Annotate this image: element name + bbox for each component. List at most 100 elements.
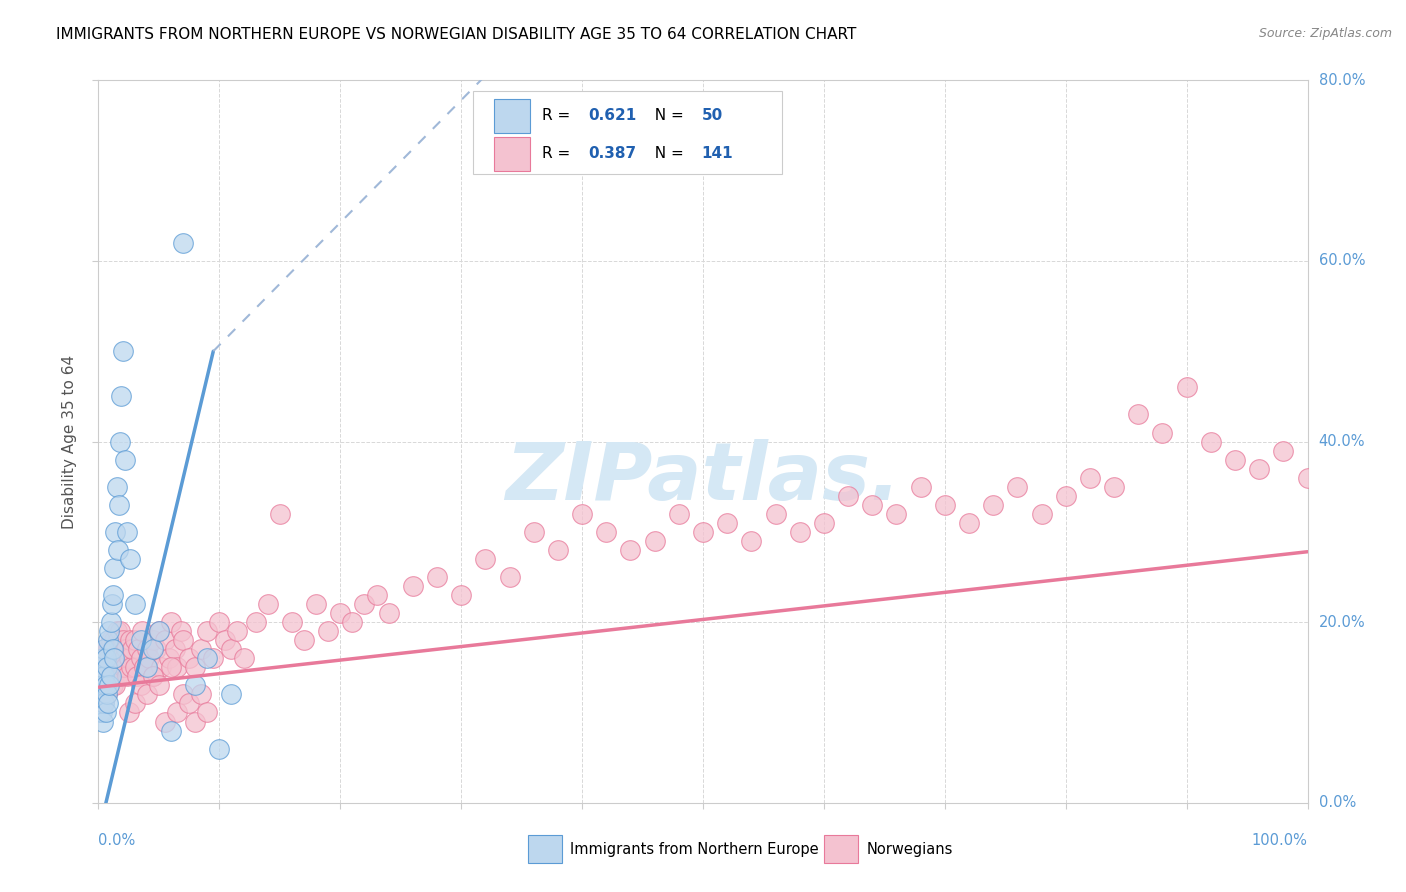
Point [91, 651, 114, 665]
Point [184, 660, 207, 674]
Point [124, 633, 146, 648]
Point [93, 642, 115, 657]
Point [190, 687, 212, 701]
Point [142, 669, 165, 683]
Point [110, 669, 132, 683]
Point [124, 697, 146, 711]
Point [103, 651, 125, 665]
Point [957, 516, 980, 530]
Point [91, 651, 114, 665]
Point [571, 507, 593, 521]
Point [97, 633, 120, 648]
Point [111, 633, 134, 648]
Point [163, 642, 186, 657]
Point [153, 714, 176, 729]
Point [910, 480, 932, 494]
Point [1128, 408, 1150, 422]
Point [179, 651, 201, 665]
Point [118, 706, 141, 720]
Text: 0.387: 0.387 [588, 146, 637, 161]
Point [190, 642, 212, 657]
Point [1296, 471, 1319, 485]
Point [160, 615, 183, 630]
Point [1199, 434, 1222, 449]
Point [111, 344, 134, 359]
Point [129, 678, 152, 692]
Point [96, 687, 118, 701]
Point [89, 678, 111, 692]
Point [97, 669, 120, 683]
Point [1175, 380, 1198, 394]
Point [474, 552, 496, 566]
Point [107, 542, 129, 557]
Point [90, 669, 112, 683]
Point [100, 660, 122, 674]
Point [1031, 507, 1053, 521]
Point [98, 678, 121, 692]
Text: 60.0%: 60.0% [1319, 253, 1365, 268]
Point [91, 714, 114, 729]
Text: N =: N = [645, 109, 689, 123]
Point [114, 452, 136, 467]
Point [117, 524, 139, 539]
Point [93, 678, 115, 692]
Point [160, 660, 183, 674]
Point [124, 660, 146, 674]
Point [1223, 452, 1246, 467]
Point [105, 660, 128, 674]
Point [94, 706, 117, 720]
Point [208, 615, 231, 630]
Point [740, 533, 762, 548]
Point [93, 669, 115, 683]
Point [166, 706, 188, 720]
Point [142, 669, 165, 683]
Y-axis label: Disability Age 35 to 64: Disability Age 35 to 64 [62, 354, 77, 529]
Point [377, 606, 399, 620]
Text: 0.0%: 0.0% [1319, 796, 1355, 810]
Text: 141: 141 [702, 146, 734, 161]
Point [342, 615, 364, 630]
Point [366, 588, 388, 602]
Point [195, 651, 218, 665]
Point [1102, 480, 1125, 494]
Point [103, 669, 125, 683]
Point [100, 633, 122, 648]
Point [160, 723, 183, 738]
Point [195, 706, 218, 720]
Point [108, 498, 131, 512]
FancyBboxPatch shape [494, 99, 530, 133]
Point [135, 660, 157, 674]
Point [127, 642, 149, 657]
Point [134, 660, 156, 674]
Point [789, 524, 811, 539]
Point [118, 633, 141, 648]
Text: Immigrants from Northern Europe: Immigrants from Northern Europe [569, 842, 818, 857]
Point [184, 678, 207, 692]
Point [179, 697, 201, 711]
Point [108, 434, 131, 449]
Point [91, 660, 114, 674]
Point [115, 642, 138, 657]
Point [127, 669, 149, 683]
Text: ZIPatlas.: ZIPatlas. [505, 439, 901, 516]
Point [153, 633, 176, 648]
Point [221, 687, 243, 701]
Point [886, 507, 908, 521]
Point [934, 498, 956, 512]
Point [94, 651, 117, 665]
Text: 100.0%: 100.0% [1251, 833, 1308, 848]
Text: 40.0%: 40.0% [1319, 434, 1365, 449]
Text: Norwegians: Norwegians [866, 842, 953, 857]
Point [172, 235, 194, 250]
Point [100, 642, 122, 657]
Point [135, 642, 157, 657]
Text: Source: ZipAtlas.com: Source: ZipAtlas.com [1258, 27, 1392, 40]
Point [145, 642, 167, 657]
Point [148, 624, 170, 639]
Point [221, 642, 243, 657]
Point [184, 714, 207, 729]
Point [100, 669, 122, 683]
Point [101, 651, 124, 665]
Point [104, 642, 127, 657]
Point [172, 633, 194, 648]
